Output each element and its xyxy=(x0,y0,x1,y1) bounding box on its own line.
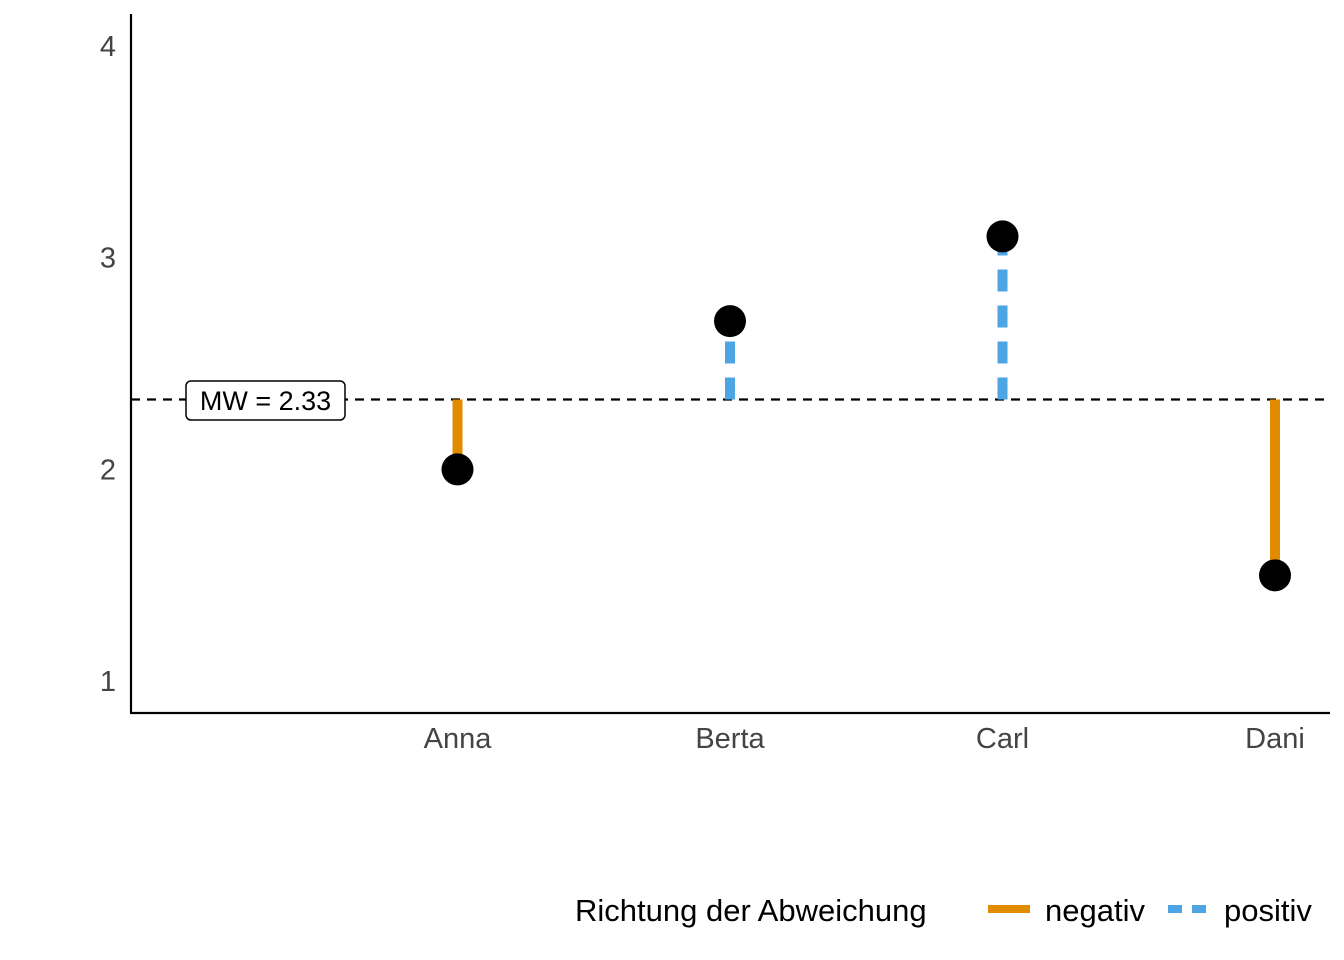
deviation-segments xyxy=(452,236,1280,576)
y-tick-label: 4 xyxy=(100,31,116,63)
x-tick-label: Dani xyxy=(1245,723,1305,755)
mean-label: MW = 2.33 xyxy=(185,380,346,421)
data-point xyxy=(986,220,1019,253)
legend-label-negativ: negativ xyxy=(1045,893,1145,928)
x-tick-label: Berta xyxy=(695,723,765,755)
mean-label-text: MW = 2.33 xyxy=(200,386,331,416)
data-point xyxy=(714,305,746,338)
data-point xyxy=(441,453,474,486)
x-tick-label: Anna xyxy=(424,723,493,755)
data-points xyxy=(441,220,1291,592)
legend-title: Richtung der Abweichung xyxy=(575,893,927,928)
x-tick-label: Carl xyxy=(976,723,1029,755)
y-tick-label: 3 xyxy=(100,243,116,275)
mean-label-box xyxy=(185,380,346,421)
legend-label-positiv: positiv xyxy=(1224,893,1312,928)
x-tick-labels: Anna Berta Carl Dani xyxy=(424,723,1305,755)
data-point xyxy=(1259,559,1291,592)
legend: Richtung der Abweichung negativ positiv xyxy=(575,893,1312,928)
y-tick-label: 1 xyxy=(100,666,116,698)
y-tick-label: 2 xyxy=(100,454,116,486)
y-tick-labels: 1 2 3 4 xyxy=(100,31,116,698)
